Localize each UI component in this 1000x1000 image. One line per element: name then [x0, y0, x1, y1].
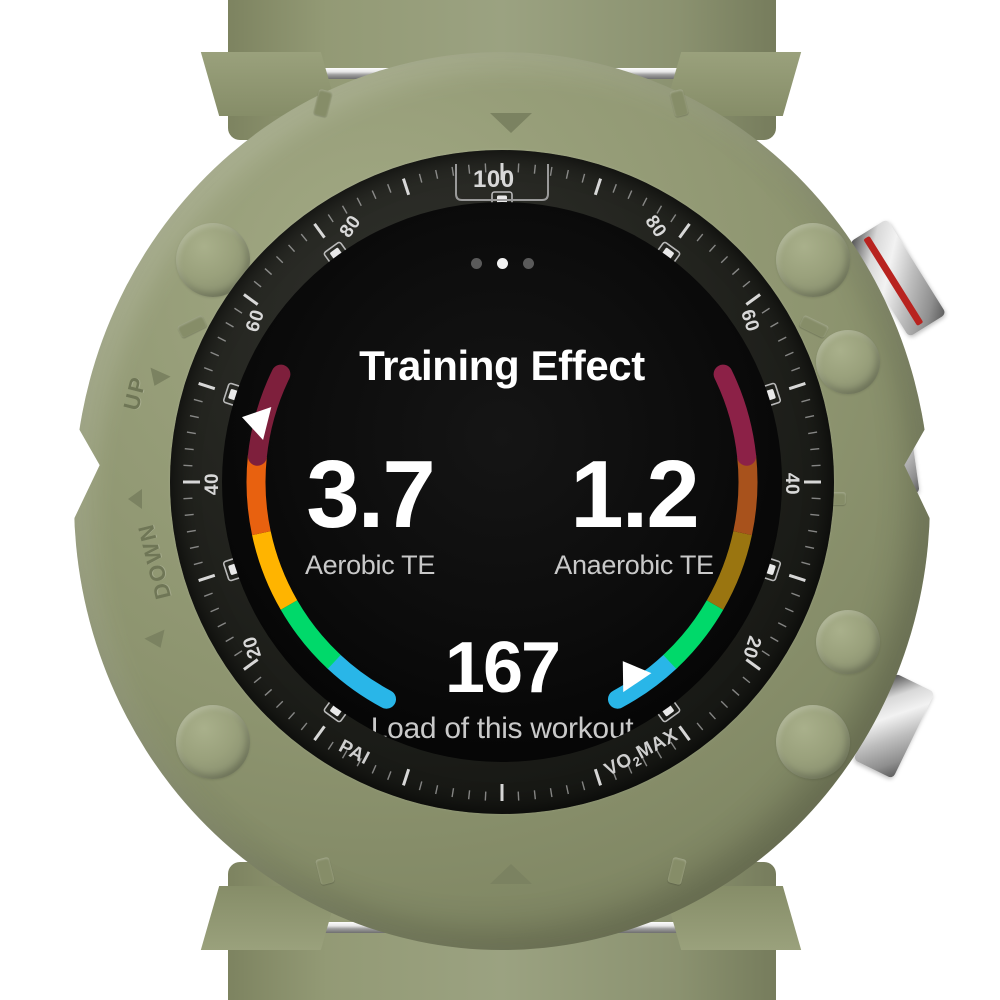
workout-load-value: 167: [444, 628, 561, 708]
bezel-number-right-40: 40: [781, 472, 803, 496]
anaerobic-segment-recovery: [607, 652, 680, 709]
middle-left-arrow-icon: [128, 489, 142, 509]
anaerobic-segment-base: [663, 600, 724, 669]
workout-load-block[interactable]: 167 Load of this workout: [222, 632, 782, 746]
anaerobic-segment-vo2max: [713, 364, 757, 466]
aerobic-te-value: 3.7: [306, 441, 435, 548]
anaerobic-gauge: [607, 364, 758, 709]
page-indicator[interactable]: [222, 258, 782, 269]
case-boss-top-right: [776, 223, 850, 297]
case-boss-bottom-right: [776, 705, 850, 779]
page-dot-1[interactable]: [470, 258, 482, 269]
aerobic-segment-tempo: [252, 531, 298, 610]
case-boss-mid-right: [816, 330, 880, 394]
page-dot-3[interactable]: [522, 258, 534, 269]
aerobic-segment-recovery: [324, 652, 397, 709]
watch-display[interactable]: Training Effect 3.7 Aerobic TE 1.2 Anaer…: [222, 202, 782, 762]
case-boss-bottom-left: [176, 705, 250, 779]
bezel-number-100: 100: [473, 166, 515, 193]
workout-load-label: Load of this workout: [370, 712, 634, 745]
metric-anaerobic[interactable]: 1.2 Anaerobic TE: [539, 441, 729, 581]
aerobic-marker-icon: [241, 406, 272, 440]
bezel-number-left-40: 40: [202, 472, 224, 496]
page-title: Training Effect: [359, 342, 645, 389]
aerobic-gauge: [246, 364, 397, 709]
gauge-markers: [241, 406, 652, 693]
anaerobic-marker-icon: [622, 661, 652, 693]
case-notch-bottom-icon: [490, 864, 532, 884]
anaerobic-te-label: Anaerobic TE: [554, 550, 714, 581]
metric-aerobic[interactable]: 3.7 Aerobic TE: [275, 441, 465, 581]
aerobic-te-label: Aerobic TE: [304, 550, 436, 581]
case-boss-mid-right-lower: [816, 610, 880, 674]
anaerobic-te-value: 1.2: [570, 441, 699, 548]
aerobic-segment-base: [280, 600, 341, 669]
metrics-row: 3.7 Aerobic TE 1.2 Anaerobic TE: [222, 441, 782, 581]
anaerobic-segment-tempo: [706, 531, 752, 610]
case-notch-top-icon: [490, 113, 532, 133]
page-dot-2[interactable]: [496, 258, 508, 269]
